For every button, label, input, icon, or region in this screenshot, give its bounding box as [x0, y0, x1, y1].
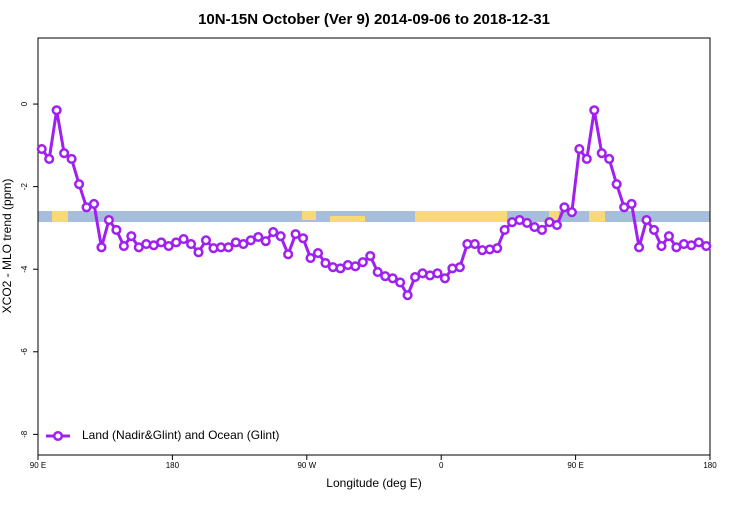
data-point — [469, 238, 480, 250]
legend-marker — [52, 430, 64, 442]
data-point — [163, 241, 174, 252]
y-tick-label: -6 — [20, 348, 29, 356]
data-point — [268, 226, 279, 238]
data-point — [522, 217, 533, 229]
data-point — [111, 224, 122, 236]
data-point — [66, 153, 77, 165]
y-tick-label: -8 — [20, 430, 29, 438]
data-point — [350, 261, 361, 272]
data-point — [238, 238, 249, 250]
land-patch — [589, 211, 605, 222]
data-point — [402, 290, 413, 301]
data-point — [178, 234, 189, 245]
data-point — [118, 241, 129, 252]
data-point — [604, 153, 615, 165]
data-point — [283, 249, 294, 260]
land-patch — [415, 211, 507, 222]
x-tick-label: 90 W — [297, 461, 316, 470]
data-point — [88, 198, 100, 210]
x-tick-label: 90 E — [30, 461, 46, 470]
x-tick-label: 180 — [166, 461, 180, 470]
data-point — [499, 224, 510, 236]
x-tick-label: 90 E — [567, 461, 583, 470]
land-patch — [302, 211, 316, 220]
y-tick-label: 0 — [20, 101, 29, 106]
data-point — [648, 224, 660, 236]
data-point — [536, 224, 548, 236]
land-patch — [52, 211, 68, 222]
data-point — [200, 235, 212, 246]
data-point — [59, 148, 70, 159]
x-axis-label: Longitude (deg E) — [326, 476, 421, 490]
data-point — [551, 219, 562, 231]
data-point — [395, 277, 406, 288]
data-point — [387, 273, 398, 284]
y-tick-label: -4 — [20, 265, 29, 273]
data-point — [581, 153, 592, 165]
data-point — [260, 236, 271, 247]
data-point — [693, 237, 704, 248]
data-point — [320, 257, 331, 269]
data-point — [126, 231, 137, 242]
data-point — [96, 242, 107, 253]
data-point — [253, 231, 264, 243]
x-tick-label: 0 — [439, 461, 444, 470]
data-point — [51, 105, 62, 116]
data-point — [44, 153, 55, 165]
data-point — [298, 233, 309, 244]
x-tick-label: 180 — [703, 461, 717, 470]
data-point — [439, 273, 450, 284]
data-point — [663, 231, 674, 242]
data-point — [454, 262, 465, 273]
data-point — [275, 231, 286, 242]
data-point — [641, 215, 652, 226]
chart-title: 10N-15N October (Ver 9) 2014-09-06 to 20… — [198, 11, 550, 28]
data-point — [193, 247, 204, 258]
data-point — [596, 148, 607, 159]
data-point — [103, 215, 114, 226]
data-point — [186, 238, 197, 250]
legend-label: Land (Nadir&Glint) and Ocean (Glint) — [82, 428, 279, 442]
data-point — [634, 242, 645, 253]
data-point — [611, 179, 622, 190]
data-point — [372, 267, 383, 278]
land-ocean-band — [38, 211, 710, 222]
data-point — [74, 179, 85, 190]
data-point — [410, 272, 421, 283]
data-point — [574, 144, 585, 155]
data-point — [357, 257, 368, 268]
land-patch — [549, 211, 559, 220]
data-point — [305, 253, 316, 264]
data-point — [656, 241, 667, 252]
y-tick-label: -2 — [20, 183, 29, 191]
data-point — [223, 242, 234, 253]
data-point — [559, 202, 570, 213]
land-patch — [330, 216, 365, 222]
y-axis-label: XCO2 - MLO trend (ppm) — [0, 179, 14, 314]
data-point — [365, 250, 376, 262]
data-point — [626, 198, 637, 210]
data-point — [36, 144, 47, 155]
data-point — [290, 229, 301, 240]
data-point — [566, 207, 577, 218]
data-point — [589, 105, 600, 116]
ocean-band — [38, 211, 710, 222]
data-point — [432, 268, 443, 279]
data-point — [156, 237, 167, 248]
data-point — [492, 243, 503, 254]
data-point — [701, 241, 712, 252]
data-point — [312, 248, 324, 259]
